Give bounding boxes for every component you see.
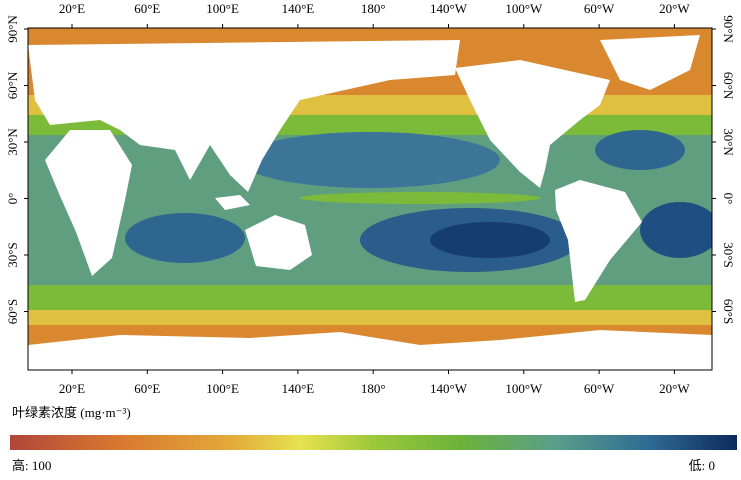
lon-label-bottom: 140°W <box>430 381 468 396</box>
lon-label-bottom: 100°E <box>206 381 239 396</box>
lat-label-left: 60°N <box>5 71 20 99</box>
lat-label-right: 60°S <box>721 299 736 324</box>
lon-label-bottom: 100°W <box>505 381 543 396</box>
lat-label-right: 30°N <box>721 128 736 156</box>
lat-label-left: 60°S <box>5 299 20 324</box>
lon-label-top: 100°W <box>505 1 543 16</box>
lon-label-bottom: 180° <box>361 381 386 396</box>
lat-label-left: 30°S <box>5 242 20 267</box>
legend-high-label: 高: 100 <box>12 458 51 473</box>
lon-label-bottom: 60°E <box>134 381 160 396</box>
lon-label-top: 20°E <box>59 1 85 16</box>
lat-label-right: 0° <box>721 193 736 205</box>
legend-low-label: 低: 0 <box>689 458 715 473</box>
lon-label-bottom: 60°W <box>584 381 615 396</box>
colorbar <box>10 435 737 450</box>
lon-label-top: 60°E <box>134 1 160 16</box>
lon-label-top: 140°W <box>430 1 468 16</box>
lon-label-bottom: 20°E <box>59 381 85 396</box>
lat-label-right: 90°N <box>721 15 736 43</box>
lon-label-top: 60°W <box>584 1 615 16</box>
lon-label-top: 140°E <box>282 1 315 16</box>
lat-label-right: 60°N <box>721 72 736 100</box>
lon-label-bottom: 140°E <box>282 381 315 396</box>
lon-label-top: 180° <box>361 1 386 16</box>
lat-label-left: 30°N <box>5 128 20 156</box>
lat-label-right: 30°S <box>721 242 736 267</box>
map-body <box>28 28 712 370</box>
lon-label-top: 20°W <box>659 1 690 16</box>
lat-label-left: 90°N <box>5 15 20 43</box>
legend-title: 叶绿素浓度 (mg·m⁻³) <box>12 405 131 420</box>
lon-label-bottom: 20°W <box>659 381 690 396</box>
lon-label-top: 100°E <box>206 1 239 16</box>
lat-label-left: 0° <box>5 193 20 205</box>
